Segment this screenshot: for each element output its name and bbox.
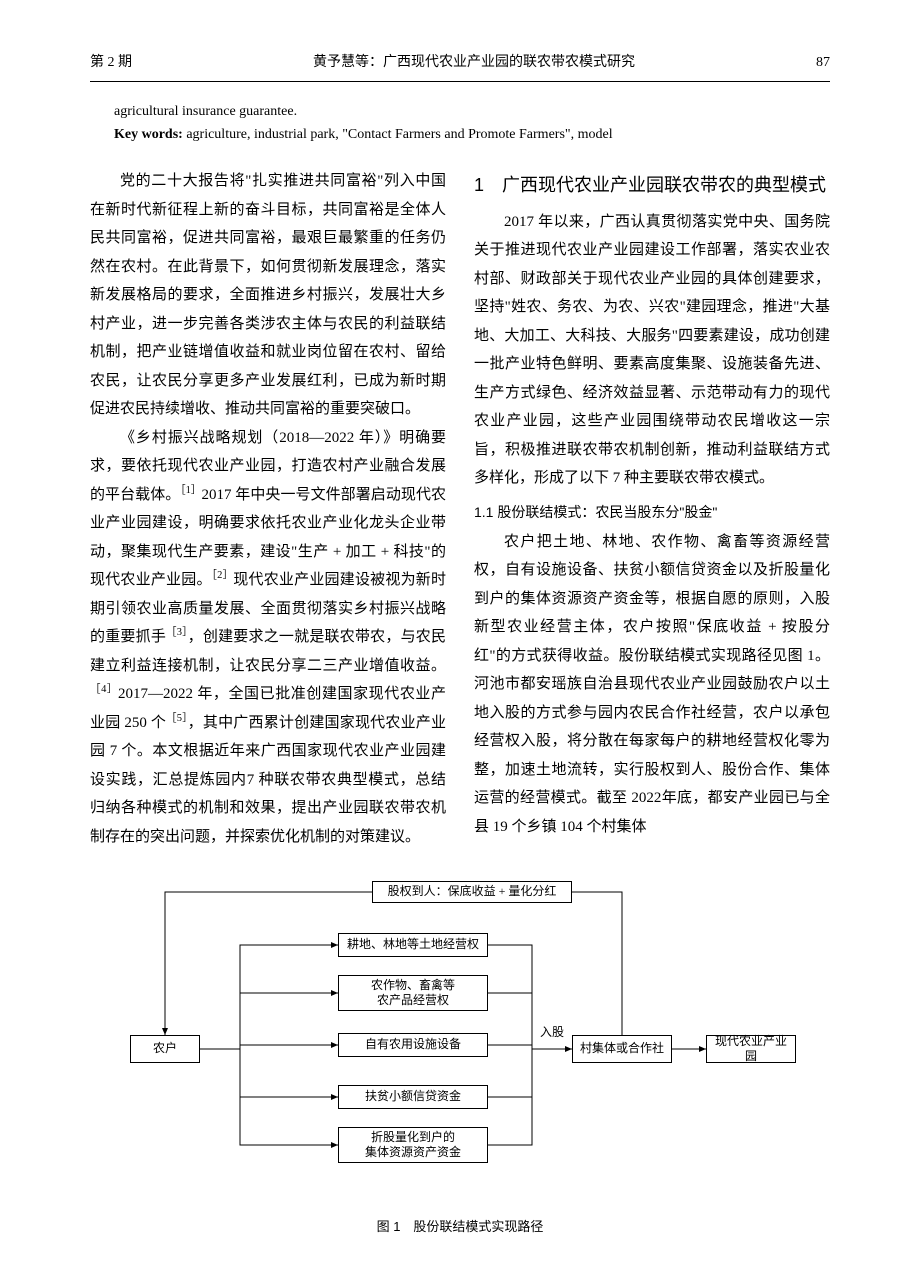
citation-ref: ［5］ [166,713,188,724]
text-run: ，其中广西累计创建国家现代农业产业园 7 个。本文根据近年来广西国家现代农业产业… [90,715,446,845]
figure-1: 股权到人：保底收益 + 量化分红农户 耕地、林地等土地经营权农作物、畜禽等农产品经… [90,875,830,1205]
page-number: 87 [816,50,830,77]
citation-ref: ［3］ [166,627,188,638]
keywords-label: Key words: [114,127,183,142]
resource-box-3: 扶贫小额信贷资金 [338,1085,488,1109]
running-title: 黄予慧等：广西现代农业产业园的联农带农模式研究 [132,50,816,77]
farmer-box: 农户 [130,1035,200,1063]
resource-box-4: 折股量化到户的集体资源资产资金 [338,1127,488,1163]
running-header: 第 2 期 黄予慧等：广西现代农业产业园的联农带农模式研究 87 [90,50,830,82]
figure-caption: 图 1 股份联结模式实现路径 [90,1215,830,1240]
paragraph: 党的二十大报告将"扎实推进共同富裕"列入中国在新时代新征程上新的奋斗目标，共同富… [90,167,446,424]
citation-ref: ［1］ [180,485,201,496]
issue-number: 第 2 期 [90,50,132,77]
subsection-heading: 1.1 股份联结模式：农民当股东分"股金" [474,499,830,526]
resource-box-0: 耕地、林地等土地经营权 [338,933,488,957]
park-box: 现代农业产业园 [706,1035,796,1063]
body-two-column: 党的二十大报告将"扎实推进共同富裕"列入中国在新时代新征程上新的奋斗目标，共同富… [90,167,830,851]
keywords-line: Key words: agriculture, industrial park,… [114,123,806,147]
paragraph: 《乡村振兴战略规划（2018—2022 年）》明确要求，要依托现代农业产业园，打… [90,424,446,852]
abstract-trailing-line: agricultural insurance guarantee. [114,100,806,124]
citation-ref: ［2］ [212,570,234,581]
flowchart-diagram: 股权到人：保底收益 + 量化分红农户 耕地、林地等土地经营权农作物、畜禽等农产品经… [120,875,800,1205]
resource-box-1: 农作物、畜禽等农产品经营权 [338,975,488,1011]
keywords-text: agriculture, industrial park, "Contact F… [183,127,613,142]
top-label-box: 股权到人：保底收益 + 量化分红 [372,881,572,903]
abstract-block: agricultural insurance guarantee. Key wo… [90,100,830,168]
paragraph: 2017 年以来，广西认真贯彻落实党中央、国务院关于推进现代农业产业园建设工作部… [474,208,830,493]
paragraph: 农户把土地、林地、农作物、禽畜等资源经营权，自有设施设备、扶贫小额信贷资金以及折… [474,528,830,842]
citation-ref: ［4］ [90,684,118,695]
section-number: 1 [474,175,484,195]
ruxg-label: 入股 [540,1025,564,1041]
section-title: 广西现代农业产业园联农带农的典型模式 [502,175,826,195]
section-heading: 1 广西现代农业产业园联农带农的典型模式 [474,171,830,200]
resource-box-2: 自有农用设施设备 [338,1033,488,1057]
coop-box: 村集体或合作社 [572,1035,672,1063]
